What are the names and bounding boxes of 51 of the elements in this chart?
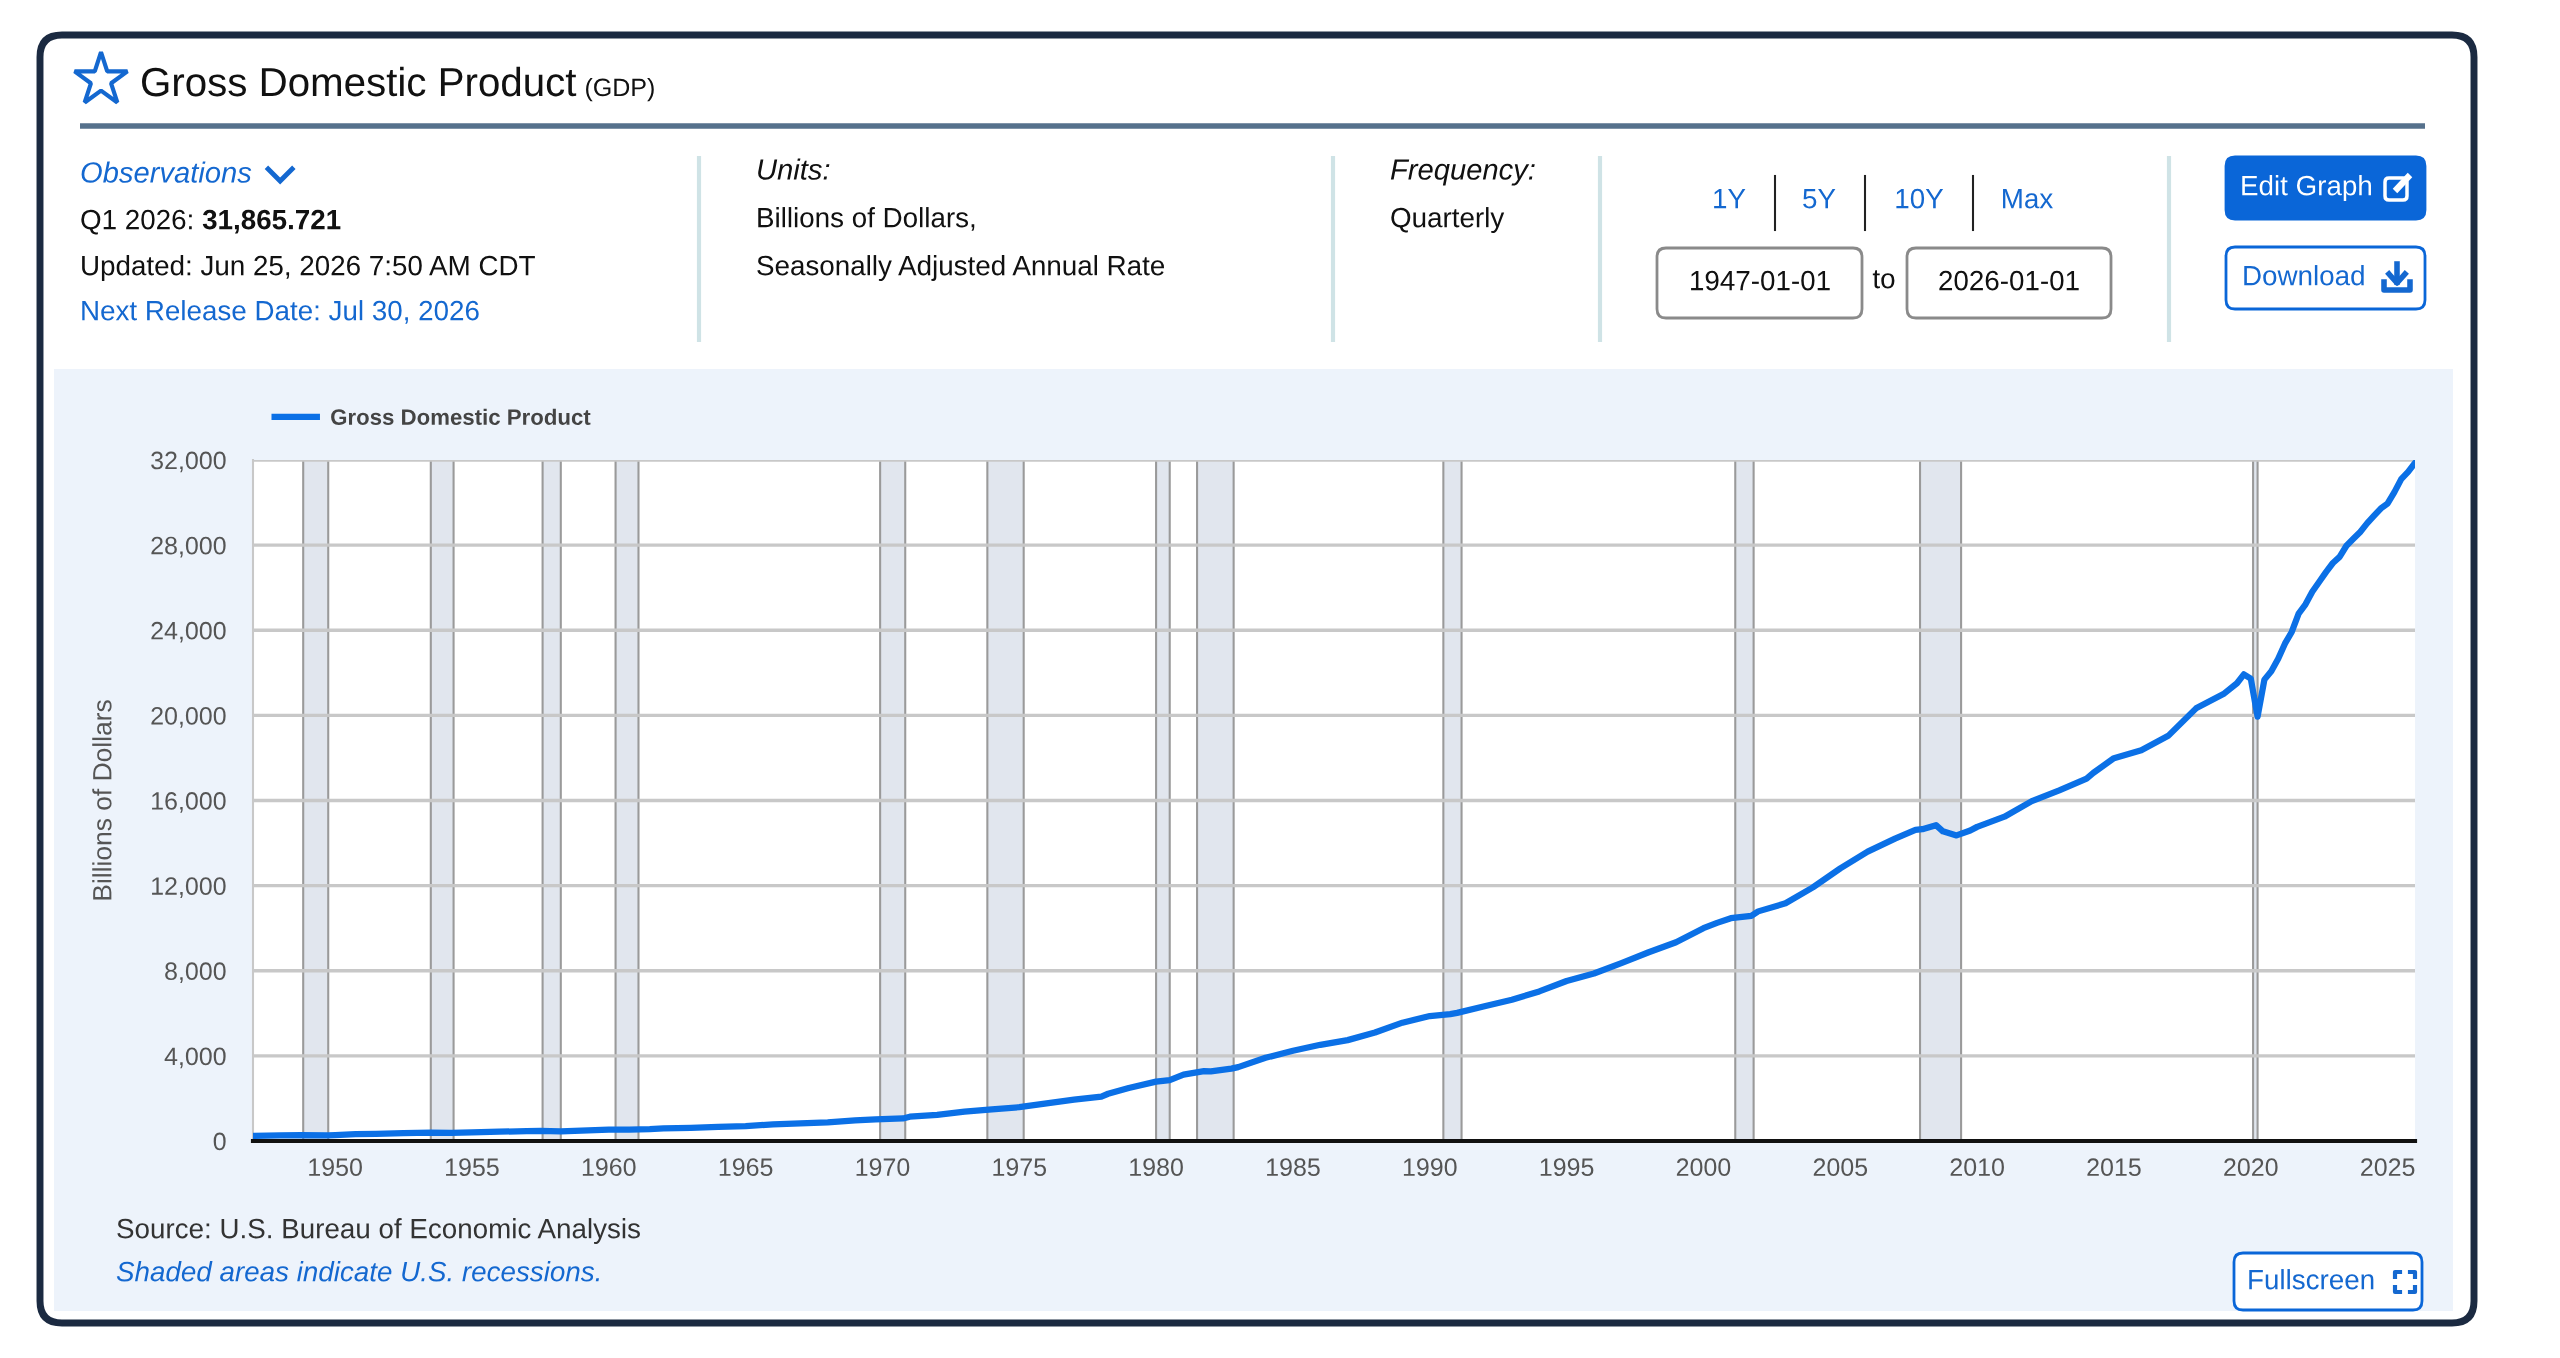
x-tick-label: 2010 bbox=[1950, 1158, 2004, 1177]
text: Q1 2026: bbox=[81, 209, 192, 235]
y-tick-label: 4,000 bbox=[164, 1047, 226, 1069]
text: Observations bbox=[81, 161, 252, 183]
text: Updated: Jun 25, 2026 7:50 AM CDT bbox=[82, 255, 535, 281]
x-tick-label: 1955 bbox=[446, 1158, 499, 1177]
x-tick-label: 2025 bbox=[2361, 1158, 2415, 1177]
text: Seasonally Adjusted Annual Rate bbox=[757, 255, 1165, 281]
y-tick-label: 24,000 bbox=[151, 621, 226, 643]
x-tick-label: 1975 bbox=[993, 1158, 1047, 1177]
text: 31,865.721 bbox=[202, 209, 341, 234]
x-tick-label: 1965 bbox=[719, 1158, 773, 1177]
y-tick-label: 0 bbox=[213, 1132, 226, 1151]
text: 1947-01-01 bbox=[1691, 270, 1830, 291]
text: Download bbox=[2244, 265, 2364, 286]
text: Edit Graph bbox=[2242, 175, 2371, 201]
text: Quarterly bbox=[1391, 207, 1505, 233]
text: (GDP) bbox=[586, 77, 654, 102]
y-tick-label: 32,000 bbox=[151, 451, 226, 473]
x-tick-label: 1985 bbox=[1267, 1158, 1320, 1177]
text: Shaded areas indicate U.S. recessions. bbox=[116, 1261, 599, 1282]
x-tick-label: 1970 bbox=[856, 1158, 910, 1177]
x-tick-label: 2000 bbox=[1676, 1158, 1731, 1177]
x-tick-label: 1995 bbox=[1540, 1158, 1594, 1177]
x-tick-label: 1950 bbox=[309, 1158, 362, 1177]
text: Frequency: bbox=[1390, 159, 1535, 186]
y-tick-label: 8,000 bbox=[165, 962, 226, 984]
x-tick-label: 2015 bbox=[2087, 1158, 2141, 1177]
text: Max bbox=[2003, 189, 2053, 209]
text: 1Y bbox=[1714, 189, 1746, 209]
x-tick-label: 1980 bbox=[1130, 1158, 1183, 1177]
text: to bbox=[1872, 270, 1895, 289]
y-tick-label: 16,000 bbox=[152, 792, 226, 813]
text: Next Release Date: Jul 30, 2026 bbox=[82, 300, 479, 324]
text: Fullscreen bbox=[2249, 1269, 2374, 1290]
x-tick-label: 1960 bbox=[582, 1158, 636, 1177]
y-axis-title: Billions of Dollars bbox=[92, 700, 112, 900]
y-tick-label: 28,000 bbox=[151, 536, 226, 558]
text: 5Y bbox=[1803, 189, 1836, 209]
x-tick-label: 2005 bbox=[1813, 1158, 1868, 1177]
text: Units: bbox=[758, 158, 830, 180]
text: Gross Domestic Product bbox=[142, 66, 577, 97]
source-note: Source: U.S. Bureau of Economic Analysis bbox=[117, 1218, 640, 1244]
y-tick-label: 12,000 bbox=[152, 877, 226, 898]
x-tick-label: 2020 bbox=[2224, 1158, 2278, 1177]
legend-label: Gross Domestic Product bbox=[331, 408, 591, 425]
text: Billions of Dollars, bbox=[758, 207, 975, 231]
text: 2026-01-01 bbox=[1939, 270, 2079, 291]
x-tick-label: 1990 bbox=[1403, 1158, 1457, 1177]
y-tick-label: 20,000 bbox=[151, 706, 226, 728]
text: 10Y bbox=[1896, 188, 1944, 209]
